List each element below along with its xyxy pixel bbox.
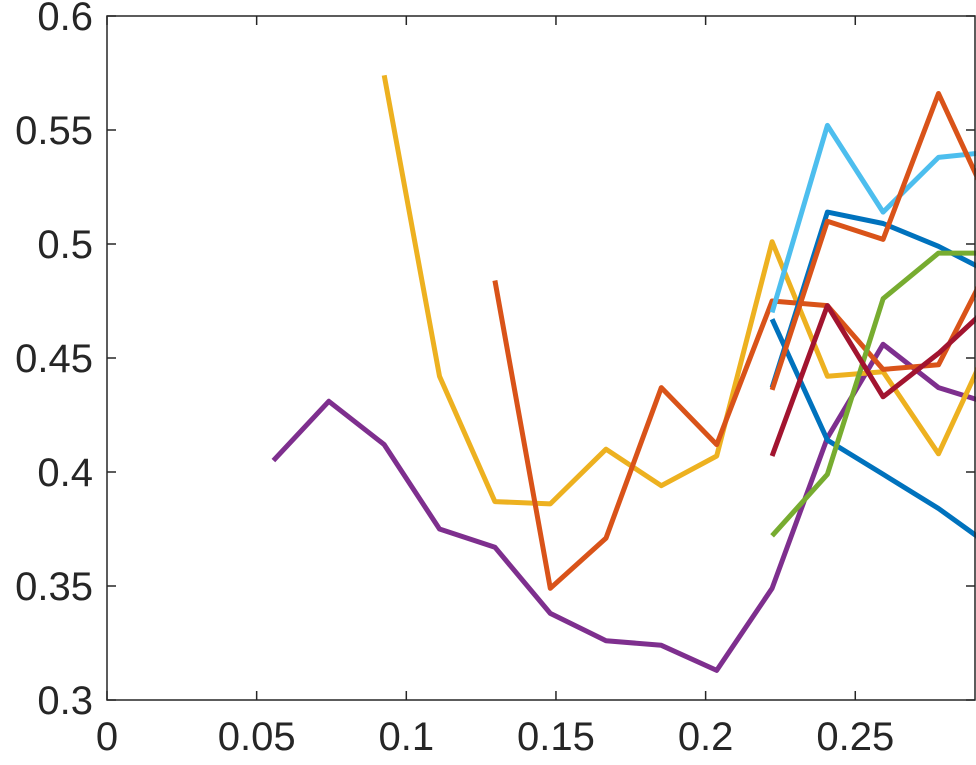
y-tick-label: 0.3: [37, 679, 93, 723]
series-line-9: [769, 303, 976, 457]
x-tick-label: 0: [96, 715, 118, 759]
series-line-4: [769, 318, 976, 539]
series-line-5: [769, 122, 976, 314]
x-tick-label: 0.25: [816, 715, 894, 759]
y-tick-label: 0.5: [37, 223, 93, 267]
x-axis: 0 0.05 0.1 0.15 0.2 0.25: [96, 16, 894, 759]
x-tick-label: 0.05: [218, 715, 296, 759]
y-tick-label: 0.6: [37, 0, 93, 39]
series-line-8: [770, 250, 976, 538]
x-tick-label: 0.2: [678, 715, 734, 759]
y-axis: 0.3 0.35 0.4 0.45 0.5 0.55 0.6: [15, 0, 975, 723]
x-tick-label: 0.1: [379, 715, 435, 759]
y-tick-label: 0.4: [37, 451, 93, 495]
y-tick-label: 0.35: [15, 565, 93, 609]
series-line-3: [492, 280, 976, 591]
series-line-2: [381, 74, 976, 507]
series-line-7: [769, 91, 976, 391]
y-tick-label: 0.45: [15, 337, 93, 381]
y-tick-label: 0.55: [15, 109, 93, 153]
x-tick-label: 0.15: [517, 715, 595, 759]
series-layer: [271, 74, 976, 673]
